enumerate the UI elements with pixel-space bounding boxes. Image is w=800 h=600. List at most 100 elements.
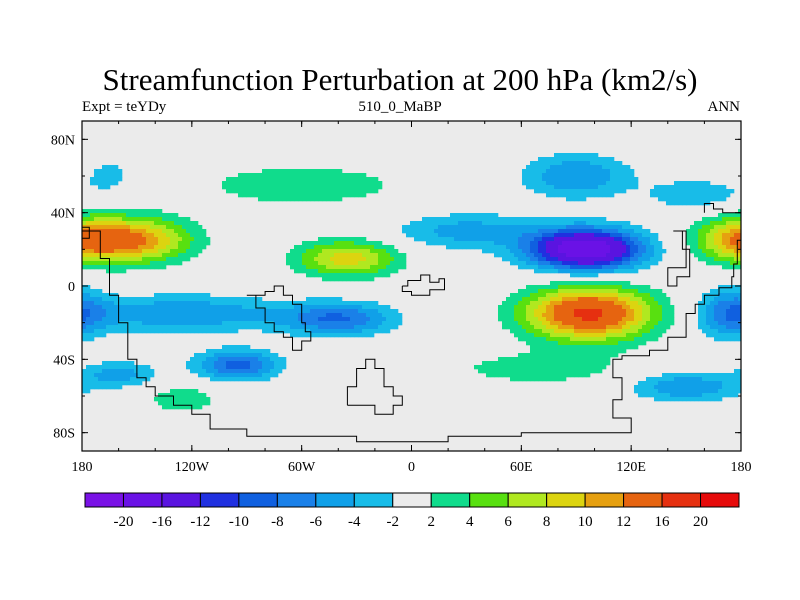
contour-cell [414, 225, 419, 230]
contour-cell [342, 317, 347, 322]
contour-cell [542, 321, 547, 326]
contour-cell [138, 265, 143, 270]
contour-cell [510, 237, 515, 242]
contour-cell [86, 285, 91, 290]
contour-cell [590, 321, 595, 326]
contour-cell [582, 225, 587, 230]
contour-cell [210, 349, 215, 354]
contour-cell [538, 337, 543, 342]
contour-cell [502, 237, 507, 242]
contour-cell [578, 361, 583, 366]
contour-cell [622, 293, 627, 298]
contour-cell [734, 309, 739, 314]
contour-cell [502, 249, 507, 254]
contour-cell [674, 389, 679, 394]
contour-cell [86, 321, 91, 326]
contour-cell [234, 345, 239, 350]
contour-cell [250, 325, 255, 330]
contour-cell [582, 289, 587, 294]
contour-cell [638, 385, 643, 390]
contour-cell [174, 389, 179, 394]
contour-cell [722, 241, 727, 246]
contour-cell [710, 385, 715, 390]
contour-cell [318, 197, 323, 202]
contour-cell [682, 189, 687, 194]
contour-cell [402, 261, 407, 266]
contour-cell [302, 269, 307, 274]
contour-cell [526, 289, 531, 294]
contour-cell [350, 265, 355, 270]
contour-cell [350, 305, 355, 310]
contour-cell [366, 177, 371, 182]
contour-cell [162, 225, 167, 230]
contour-cell [314, 265, 319, 270]
contour-cell [566, 177, 571, 182]
contour-cell [702, 317, 707, 322]
contour-cell [542, 161, 547, 166]
contour-cell [534, 357, 539, 362]
contour-cell [510, 221, 515, 226]
contour-cell [222, 349, 227, 354]
coastline-japan [667, 230, 691, 287]
contour-cell [574, 181, 579, 186]
contour-cell [494, 213, 499, 218]
contour-cell [206, 317, 211, 322]
contour-cell [542, 165, 547, 170]
contour-cell [594, 313, 599, 318]
contour-cell [614, 293, 619, 298]
contour-cell [602, 357, 607, 362]
contour-cell [142, 309, 147, 314]
contour-cell [162, 401, 167, 406]
contour-cell [586, 369, 591, 374]
contour-cell [166, 397, 171, 402]
contour-cell [738, 257, 742, 262]
contour-cell [390, 313, 395, 318]
contour-cell [586, 157, 591, 162]
contour-cell [206, 325, 211, 330]
contour-cell [558, 257, 563, 262]
contour-cell [106, 361, 111, 366]
contour-cell [210, 301, 215, 306]
contour-cell [646, 329, 651, 334]
contour-cell [586, 189, 591, 194]
contour-cell [262, 313, 267, 318]
contour-cell [114, 249, 119, 254]
contour-cell [278, 369, 283, 374]
contour-cell [622, 269, 627, 274]
contour-cell [514, 253, 519, 258]
contour-cell [702, 245, 707, 250]
contour-cell [522, 305, 527, 310]
contour-cell [122, 237, 127, 242]
contour-cell [570, 373, 575, 378]
contour-cell [558, 341, 563, 346]
contour-cell [102, 229, 107, 234]
contour-cell [206, 357, 211, 362]
contour-cell [118, 221, 123, 226]
contour-cell [354, 189, 359, 194]
contour-cell [598, 169, 603, 174]
contour-cell [310, 273, 315, 278]
contour-cell [330, 197, 335, 202]
contour-cell [166, 401, 171, 406]
contour-cell [586, 169, 591, 174]
contour-cell [146, 369, 151, 374]
contour-cell [490, 361, 495, 366]
contour-cell [162, 221, 167, 226]
contour-cell [118, 249, 123, 254]
contour-cell [206, 349, 211, 354]
contour-cell [410, 229, 415, 234]
contour-cell [330, 277, 335, 282]
contour-cell [82, 265, 87, 270]
contour-cell [590, 273, 595, 278]
contour-cell [578, 281, 583, 286]
contour-cell [154, 237, 159, 242]
contour-cell [610, 241, 615, 246]
contour-cell [642, 305, 647, 310]
contour-cell [154, 253, 159, 258]
contour-cell [358, 329, 363, 334]
contour-cell [182, 313, 187, 318]
contour-cell [634, 253, 639, 258]
contour-cell [594, 365, 599, 370]
contour-cell [270, 325, 275, 330]
contour-cell [702, 321, 707, 326]
